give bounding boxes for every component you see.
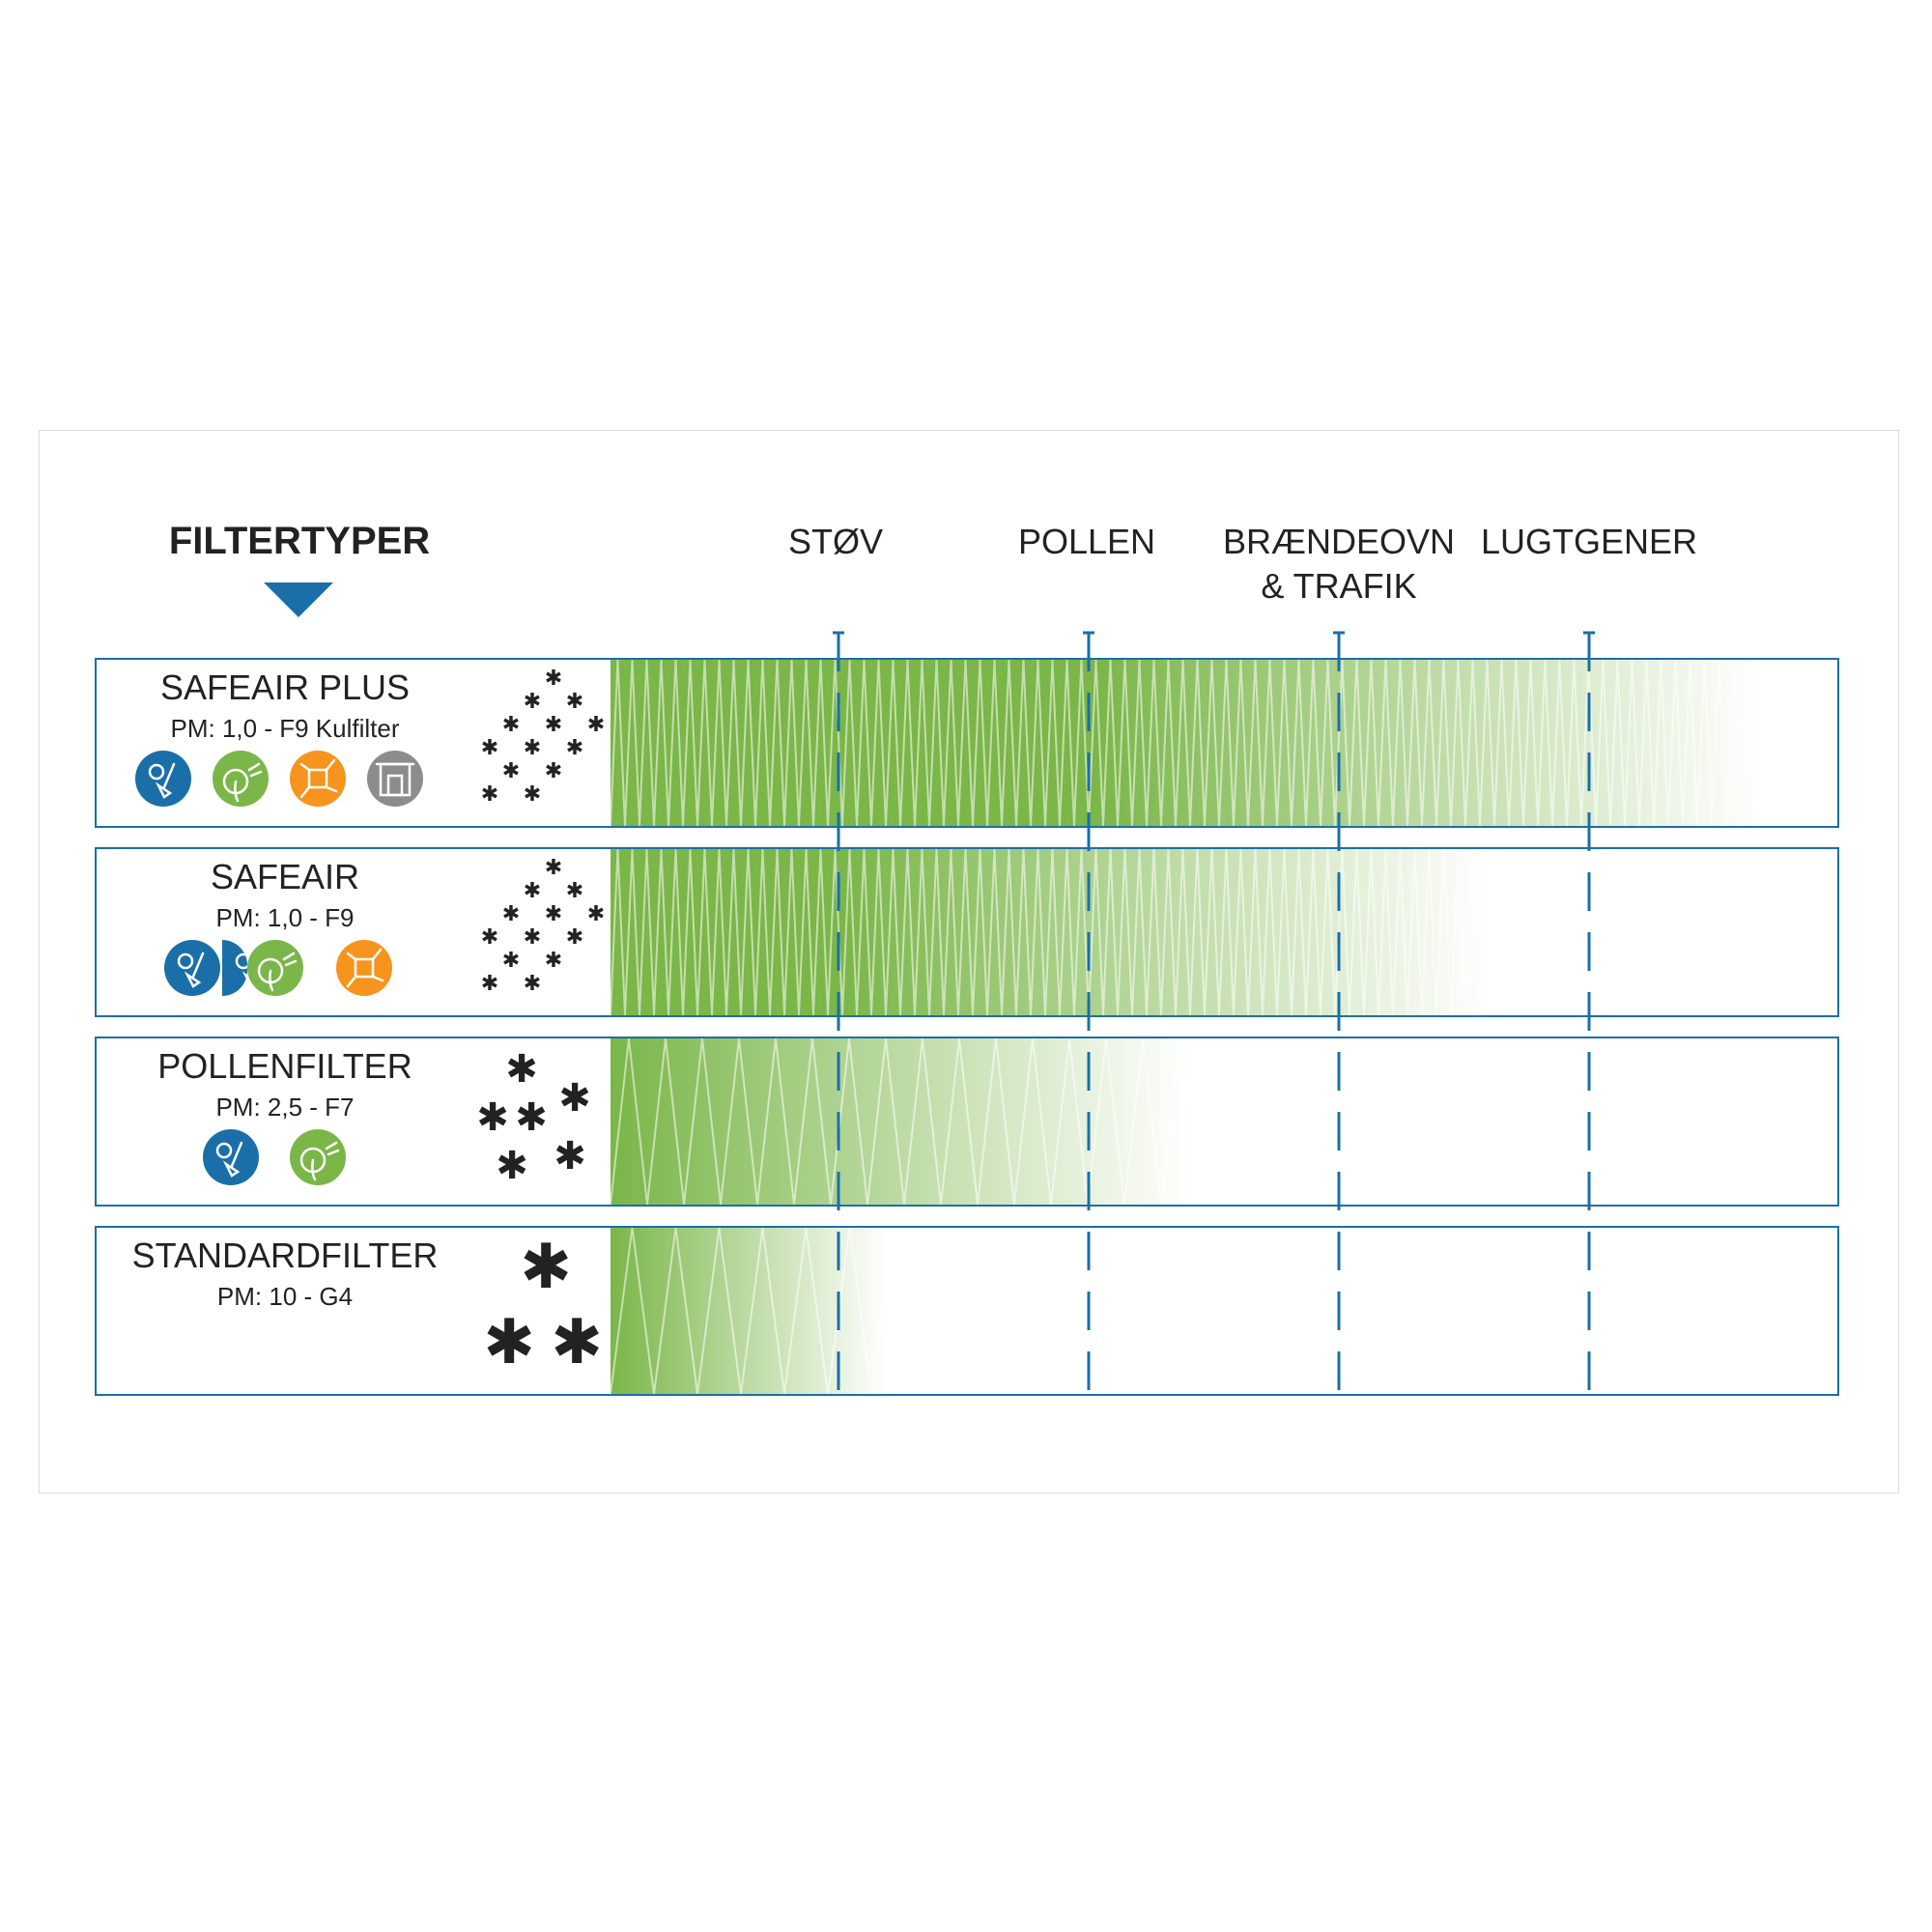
filtration-band <box>611 1038 1837 1205</box>
particle-glyph: ✱ <box>524 972 541 996</box>
particle-glyph: ✱ <box>566 736 583 760</box>
filtration-band <box>611 849 1837 1015</box>
dust-icon <box>164 940 220 996</box>
filter-name: SAFEAIR PLUS <box>159 668 411 707</box>
particle-glyph: ✱ <box>587 713 605 737</box>
particle-glyph: ✱ <box>496 1144 528 1188</box>
particle-glyph: ✱ <box>524 690 541 714</box>
particle-glyph: ✱ <box>558 1076 591 1121</box>
particle-glyph: ✱ <box>481 972 498 996</box>
particle-glyph: ✱ <box>551 1307 603 1378</box>
dust-icon <box>222 940 247 996</box>
filter-row: POLLENFILTER PM: 2,5 - F7 ✱ ✱ ✱ ✱ ✱ ✱ <box>95 1037 1839 1207</box>
filter-name: SAFEAIR <box>210 857 360 896</box>
particle-glyph: ✱ <box>587 902 605 926</box>
filter-row: STANDARDFILTER PM: 10 - G4 ✱ ✱ ✱ <box>95 1226 1839 1396</box>
particle-glyph: ✱ <box>566 690 583 714</box>
particle-glyph: ✱ <box>545 713 562 737</box>
particle-glyph: ✱ <box>520 1232 572 1303</box>
column-woodstove-traffic: BRÆNDEOVN & TRAFIK <box>1222 522 1456 606</box>
particle-glyph: ✱ <box>545 902 562 926</box>
particle-glyph: ✱ <box>545 667 562 691</box>
particle-glyph: ✱ <box>502 949 520 973</box>
pollen-icon <box>247 940 303 996</box>
filter-types-title: FILTERTYPER <box>168 520 431 562</box>
particle-glyph: ✱ <box>502 759 520 783</box>
filter-pm-rating: PM: 1,0 - F9 <box>215 903 355 932</box>
filter-row: SAFEAIR PLUS PM: 1,0 - F9 Kulfilter ✱ ✱ ✱ ✱ ✱ ✱… <box>95 658 1839 828</box>
particle-glyph: ✱ <box>554 1134 586 1179</box>
particle-glyph: ✱ <box>545 856 562 880</box>
particle-glyph: ✱ <box>478 1095 509 1140</box>
filtration-band <box>611 1228 1837 1394</box>
particle-glyph: ✱ <box>502 713 520 737</box>
particle-glyph: ✱ <box>481 925 498 950</box>
particle-glyph: ✱ <box>502 902 520 926</box>
particle-glyph: ✱ <box>481 736 498 760</box>
filtration-band <box>611 660 1837 826</box>
dust-icon <box>135 751 191 807</box>
fireplace-icon <box>367 751 423 807</box>
molecule-icon <box>336 940 392 996</box>
particle-size-icon: ✱✱ ✱✱ ✱ ✱✱ ✱ ✱✱ ✱✱ ✱ <box>481 856 605 996</box>
particle-glyph: ✱ <box>483 1307 535 1378</box>
column-odors: LUGTGENER <box>1480 522 1698 561</box>
filter-comparison-card <box>39 430 1899 1493</box>
pollen-icon <box>290 1129 346 1185</box>
particle-glyph: ✱ <box>524 782 541 807</box>
filter-pm-rating: PM: 10 - G4 <box>216 1282 354 1311</box>
filter-name: STANDARDFILTER <box>131 1236 439 1275</box>
particle-size-icon: ✱✱ ✱✱ ✱ ✱✱ ✱ ✱✱ ✱✱ ✱ <box>481 667 605 807</box>
particle-glyph: ✱ <box>515 1095 548 1140</box>
column-pollen: POLLEN <box>1017 522 1156 561</box>
particle-glyph: ✱ <box>524 925 541 950</box>
filter-pm-rating: PM: 2,5 - F7 <box>215 1093 355 1122</box>
filter-pm-rating: PM: 1,0 - F9 Kulfilter <box>170 714 400 743</box>
molecule-icon <box>290 751 346 807</box>
particle-glyph: ✱ <box>566 879 583 903</box>
pollen-icon <box>213 751 269 807</box>
particle-glyph: ✱ <box>566 925 583 950</box>
particle-glyph: ✱ <box>524 736 541 760</box>
particle-glyph: ✱ <box>524 879 541 903</box>
particle-glyph: ✱ <box>545 759 562 783</box>
particle-glyph: ✱ <box>545 949 562 973</box>
particle-glyph: ✱ <box>505 1047 538 1092</box>
filter-row: SAFEAIR PM: 1,0 - F9 ✱ ✱ ✱ ✱ ✱ ✱ ✱ ✱ ✱ ✱ ✱ ✱ ✱ <box>95 847 1839 1017</box>
column-dust: STØV <box>787 522 883 561</box>
down-triangle-icon <box>264 582 333 617</box>
filter-name: POLLENFILTER <box>157 1046 412 1086</box>
particle-size-icon: ✱✱ ✱ <box>483 1232 603 1378</box>
particle-glyph: ✱ <box>481 782 498 807</box>
dust-icon <box>203 1129 259 1185</box>
particle-size-icon: ✱✱ ✱ ✱✱ ✱ <box>478 1047 591 1188</box>
